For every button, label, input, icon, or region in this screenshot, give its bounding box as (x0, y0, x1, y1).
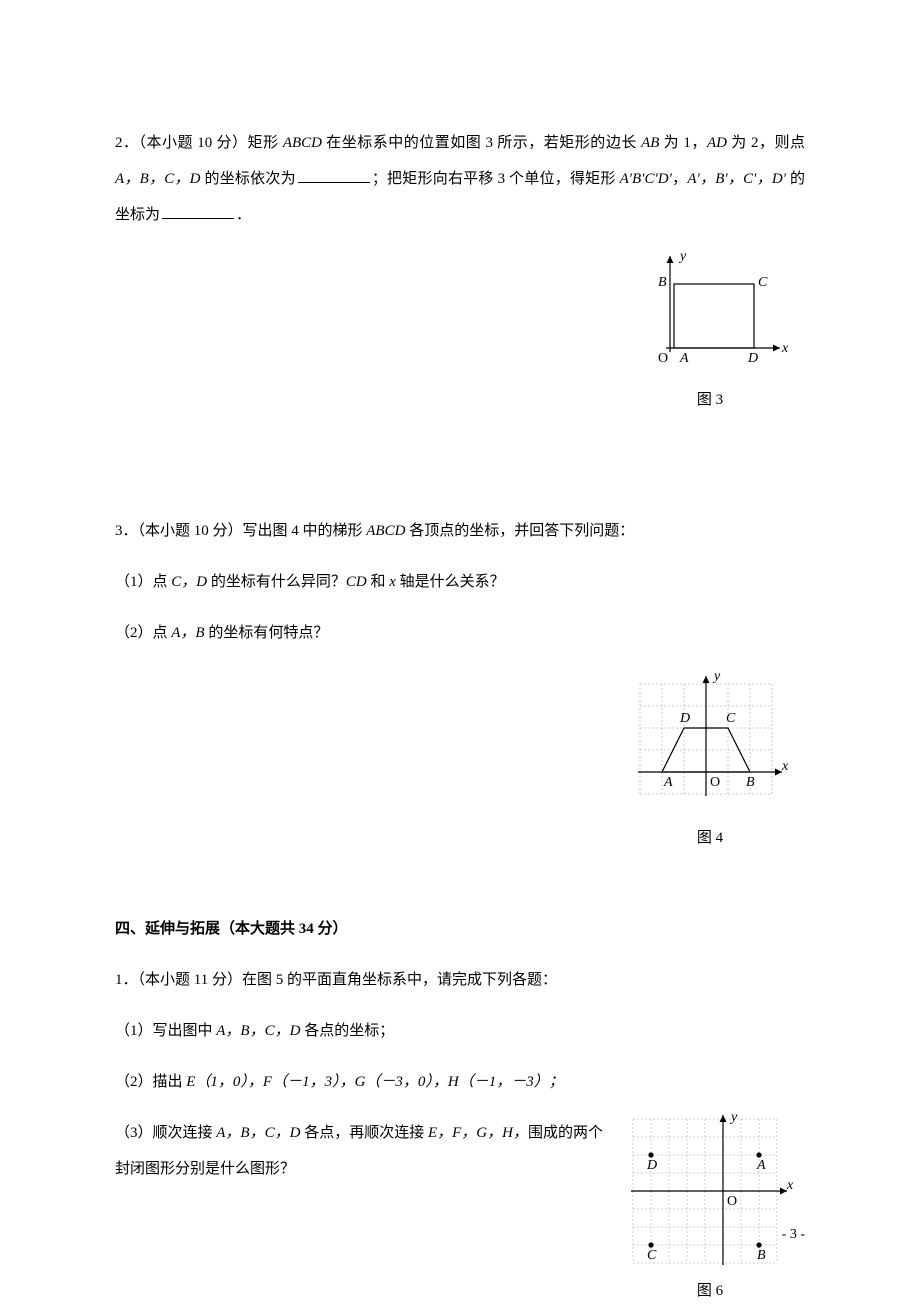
figure-6: A B C D Ox y 图 6 (625, 1109, 795, 1309)
q3-l2a: （2）点 (115, 625, 171, 641)
q2-ab: AB (641, 135, 659, 151)
svg-text:B: B (746, 775, 755, 790)
figure-6-svg: A B C D Ox y (625, 1109, 795, 1269)
svg-text:A: A (756, 1158, 766, 1173)
q2-m2: 为 1， (659, 135, 707, 151)
svg-text:y: y (678, 249, 687, 264)
figure-3-svg: OA D B Cx y (630, 248, 790, 378)
svg-text:C: C (726, 711, 736, 726)
q3-line1: （1）点 C，D 的坐标有什么异同？CD 和 x 轴是什么关系？ (115, 564, 805, 600)
svg-text:O: O (658, 351, 668, 366)
q2-m4: 的坐标依次为 (201, 171, 296, 187)
q2-m3: 为 2，则点 (727, 135, 805, 151)
q2-m5: ；把矩形向右平移 3 个单位，得矩形 (372, 171, 620, 187)
q2-comma: ， (672, 171, 687, 187)
q3-l1a: （1）点 (115, 574, 171, 590)
figure-3: OA D B Cx y 图 3 (625, 248, 795, 418)
svg-text:x: x (781, 759, 789, 774)
figure-4: A O B D Cx y 图 4 (625, 666, 795, 856)
svg-text:D: D (747, 351, 758, 366)
figure-6-caption: 图 6 (625, 1273, 795, 1309)
s4-l1b: 各点的坐标； (300, 1023, 394, 1039)
svg-text:D: D (679, 711, 690, 726)
s4-l3pts2: E，F，G，H， (428, 1125, 528, 1141)
q3-prefix: 3．（本小题 10 分）写出图 4 中的梯形 (115, 523, 366, 539)
question-3: 3．（本小题 10 分）写出图 4 中的梯形 ABCD 各顶点的坐标，并回答下列… (115, 513, 805, 856)
q3-m1: 各顶点的坐标，并回答下列问题： (405, 523, 634, 539)
question-2: 2．（本小题 10 分）矩形 ABCD 在坐标系中的位置如图 3 所示，若矩形的… (115, 125, 805, 408)
section-4-heading: 四、延伸与拓展（本大题共 34 分） (115, 911, 805, 947)
q3-l1cd: CD (346, 574, 367, 590)
figure-3-caption: 图 3 (625, 382, 795, 418)
s4-l2pts: E（1，0），F（－1，3），G（－3，0），H（－1，－3）； (186, 1074, 564, 1090)
q3-line2: （2）点 A，B 的坐标有何特点？ (115, 615, 805, 651)
svg-text:D: D (646, 1158, 657, 1173)
figure-4-caption: 图 4 (625, 820, 795, 856)
svg-text:C: C (758, 275, 768, 290)
s4-l1a: （1）写出图中 (115, 1023, 216, 1039)
s4-l3a: （3）顺次连接 (115, 1125, 216, 1141)
svg-text:x: x (786, 1178, 794, 1193)
q2-pts: A，B，C，D (115, 171, 201, 187)
section-4: 四、延伸与拓展（本大题共 34 分） 1．（本小题 11 分）在图 5 的平面直… (115, 911, 805, 1315)
q3-l1c: 和 (367, 574, 390, 590)
svg-text:O: O (710, 775, 720, 790)
q3-l1d: 轴是什么关系？ (396, 574, 505, 590)
q3-l2pts: A，B (171, 625, 204, 641)
s4-l3b: 各点，再顺次连接 (300, 1125, 428, 1141)
s4-l3pts1: A，B，C，D (216, 1125, 300, 1141)
s4-l2: （2）描出 E（1，0），F（－1，3），G（－3，0），H（－1，－3）； (115, 1064, 805, 1100)
q3-l1x: x (389, 574, 396, 590)
q3-line0: 3．（本小题 10 分）写出图 4 中的梯形 ABCD 各顶点的坐标，并回答下列… (115, 513, 805, 549)
svg-text:A: A (679, 351, 689, 366)
svg-text:A: A (663, 775, 673, 790)
q3-l2b: 的坐标有何特点？ (205, 625, 329, 641)
s4-l1pts: A，B，C，D (216, 1023, 300, 1039)
s4-l1: （1）写出图中 A，B，C，D 各点的坐标； (115, 1013, 805, 1049)
svg-text:x: x (781, 341, 789, 356)
figure-4-svg: A O B D Cx y (630, 666, 790, 816)
page-number: - 3 - (782, 1218, 805, 1252)
q2-text: 2．（本小题 10 分）矩形 ABCD 在坐标系中的位置如图 3 所示，若矩形的… (115, 125, 805, 233)
page: 2．（本小题 10 分）矩形 ABCD 在坐标系中的位置如图 3 所示，若矩形的… (0, 0, 920, 1302)
blank-1[interactable] (298, 167, 370, 183)
svg-text:y: y (712, 669, 721, 684)
svg-text:B: B (757, 1248, 766, 1263)
s4-l0: 1．（本小题 11 分）在图 5 的平面直角坐标系中，请完成下列各题： (115, 962, 805, 998)
q3-abcd: ABCD (366, 523, 405, 539)
q2-period: ． (236, 207, 251, 223)
q2-ad: AD (707, 135, 727, 151)
svg-text:C: C (647, 1248, 657, 1263)
svg-text:B: B (658, 275, 667, 290)
q3-l1b: 的坐标有什么异同？ (207, 574, 346, 590)
svg-text:O: O (727, 1194, 737, 1209)
svg-text:y: y (729, 1110, 738, 1125)
blank-2[interactable] (162, 203, 234, 219)
q2-prefix: 2．（本小题 10 分）矩形 (115, 135, 283, 151)
q2-abcd: ABCD (283, 135, 322, 151)
q2-abcdp: A′B′C′D′ (620, 171, 672, 187)
q2-m1: 在坐标系中的位置如图 3 所示，若矩形的边长 (322, 135, 641, 151)
s4-l2a: （2）描出 (115, 1074, 186, 1090)
q3-l1pts: C，D (171, 574, 207, 590)
q2-pts2: A′，B′，C′，D′ (687, 171, 786, 187)
